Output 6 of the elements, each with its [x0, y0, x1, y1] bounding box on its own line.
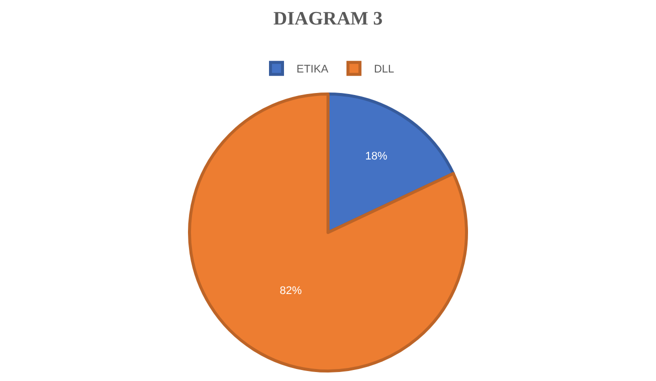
data-label: 82% — [280, 284, 302, 297]
pie-slice — [188, 92, 468, 372]
chart-title: DIAGRAM 3 — [273, 8, 383, 30]
data-label: 18% — [365, 150, 388, 162]
legend-label: DLL — [374, 64, 394, 76]
legend-label: ETIKA — [296, 64, 329, 76]
